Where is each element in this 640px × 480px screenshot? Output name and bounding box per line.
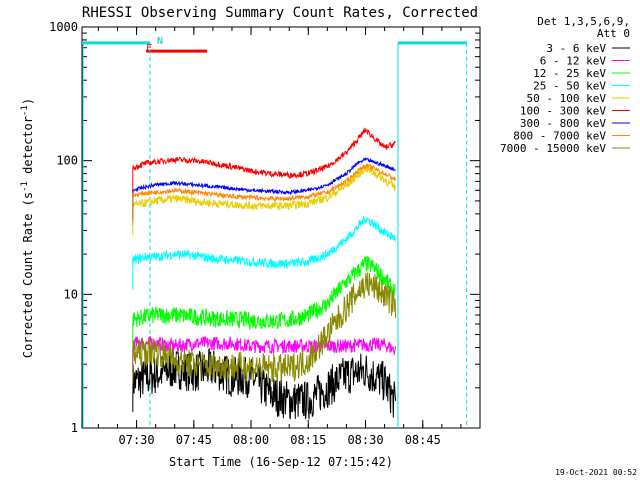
y-tick-label-0: 1 (71, 421, 78, 435)
axis-ticks: 07:30 07:45 08:00 08:15 08:30 08:45 1 10 100 1000 (49, 20, 480, 447)
y-axis-label: Corrected Count Rate (s-1 detector-1) (20, 98, 35, 358)
legend-header-1: Det 1,3,5,6,9, (537, 15, 630, 28)
y-tick-label-3: 1000 (49, 20, 78, 34)
y-tick-label-1: 10 (64, 287, 78, 301)
series-line-1 (132, 335, 397, 373)
flag-label-F: F (146, 43, 152, 54)
series-line-2 (132, 255, 396, 349)
y-tick-label-2: 100 (56, 154, 78, 168)
legend-label-4: 50 - 100 keV (527, 92, 607, 105)
legend-label-0: 3 - 6 keV (546, 42, 606, 55)
series-line-4 (132, 164, 397, 236)
series-line-6 (132, 156, 396, 220)
x-tick-label-5: 08:45 (405, 433, 441, 447)
x-tick-label-1: 07:45 (176, 433, 212, 447)
legend-label-8: 7000 - 15000 keV (500, 142, 606, 155)
legend-label-2: 12 - 25 keV (533, 67, 606, 80)
legend-label-1: 6 - 12 keV (540, 55, 607, 68)
legend-label-3: 25 - 50 keV (533, 80, 606, 93)
legend-label-5: 100 - 300 keV (520, 105, 606, 118)
flag-label-N: N (157, 36, 163, 47)
legend-header-2: Att 0 (597, 27, 630, 40)
series-line-5 (132, 127, 396, 198)
flag-lines (82, 41, 468, 428)
chart-title: RHESSI Observing Summary Count Rates, Co… (82, 5, 478, 21)
series-line-7 (132, 163, 397, 225)
x-tick-label-3: 08:15 (290, 433, 326, 447)
series-line-8 (132, 272, 397, 384)
x-tick-label-4: 08:30 (347, 433, 383, 447)
series-group (132, 127, 397, 420)
legend-label-6: 300 - 800 keV (520, 117, 606, 130)
x-axis-label: Start Time (16-Sep-12 07:15:42) (169, 455, 393, 469)
footer-date: 19-Oct-2021 00:52 (555, 468, 637, 477)
series-line-3 (132, 215, 397, 290)
x-tick-label-0: 07:30 (119, 433, 155, 447)
legend-label-7: 800 - 7000 keV (513, 130, 606, 143)
x-tick-label-2: 08:00 (233, 433, 269, 447)
plot-frame (81, 26, 481, 429)
